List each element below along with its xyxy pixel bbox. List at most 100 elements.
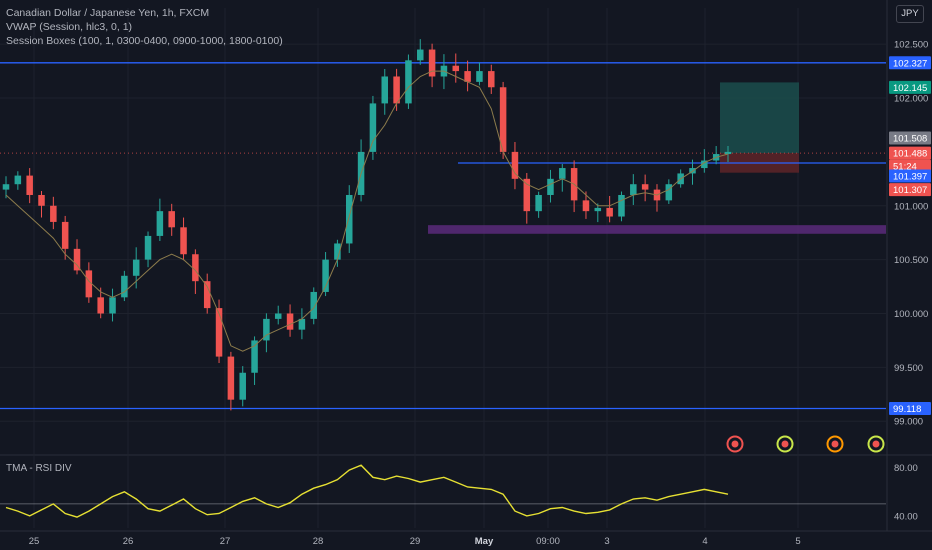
candle-body bbox=[701, 160, 708, 169]
candle-body bbox=[156, 211, 164, 236]
stop-price-label: 101.307 bbox=[893, 185, 927, 196]
current-price-label-bg bbox=[889, 146, 931, 160]
time-axis-label: May bbox=[475, 536, 494, 547]
candle-body bbox=[452, 65, 460, 72]
time-axis-label: 5 bbox=[795, 536, 800, 547]
price-tick-label: 100.000 bbox=[894, 309, 928, 320]
candle-body bbox=[251, 340, 258, 373]
candle-body bbox=[274, 313, 282, 319]
level-mid-label: 101.397 bbox=[893, 171, 927, 182]
candle-body bbox=[547, 178, 554, 195]
candle-body bbox=[535, 194, 542, 212]
candle-body bbox=[121, 275, 128, 298]
candle-body bbox=[132, 259, 140, 276]
target-zone bbox=[720, 82, 799, 154]
rsi-tick-label: 40.00 bbox=[894, 511, 918, 522]
candle-body bbox=[310, 291, 317, 319]
chart-legend: Canadian Dollar / Japanese Yen, 1h, FXCM… bbox=[6, 6, 283, 48]
time-axis-label: 09:00 bbox=[536, 536, 560, 547]
candle-body bbox=[417, 49, 424, 61]
vwap-indicator-label[interactable]: VWAP (Session, hlc3, 0, 1) bbox=[6, 21, 133, 33]
candle-body bbox=[369, 103, 377, 152]
price-tick-label: 101.000 bbox=[894, 201, 928, 212]
currency-button[interactable]: JPY bbox=[896, 5, 924, 23]
level-mid-label-bg bbox=[889, 169, 931, 183]
level-upper-label: 102.327 bbox=[893, 58, 927, 69]
symbol-title: Canadian Dollar / Japanese Yen, 1h, FXCM bbox=[6, 7, 210, 19]
last-price-gray-label-bg bbox=[889, 131, 931, 145]
time-axis-label: 29 bbox=[410, 536, 421, 547]
candle-body bbox=[393, 76, 400, 104]
time-axis-label: 25 bbox=[29, 536, 40, 547]
last-price-gray-label: 101.508 bbox=[893, 134, 927, 145]
candle-body bbox=[227, 356, 235, 400]
candle-body bbox=[405, 60, 412, 104]
candle-body bbox=[630, 184, 637, 195]
candle-body bbox=[239, 372, 246, 400]
current-price-label: 101.488 bbox=[893, 149, 927, 160]
candle-body bbox=[73, 248, 81, 271]
countdown-label-bg bbox=[889, 159, 931, 173]
economic-event-flag-dot bbox=[872, 440, 880, 448]
candle-body bbox=[26, 175, 33, 195]
candle-body bbox=[322, 259, 329, 292]
stop-price-label-bg bbox=[889, 183, 931, 197]
candle-body bbox=[523, 178, 531, 212]
level-upper-label-bg bbox=[889, 56, 931, 70]
candle-body bbox=[606, 207, 613, 217]
candle-body bbox=[109, 297, 116, 314]
rsi-line bbox=[5, 464, 729, 518]
candle-body bbox=[286, 313, 294, 330]
candle-body bbox=[582, 200, 590, 212]
session-boxes-indicator-label[interactable]: Session Boxes (100, 1, 0300-0400, 0900-1… bbox=[6, 35, 283, 47]
candle-body bbox=[85, 270, 93, 298]
vwap-line bbox=[5, 70, 729, 352]
candle-body bbox=[428, 49, 436, 77]
rsi-indicator-label[interactable]: TMA - RSI DIV bbox=[6, 463, 72, 474]
candle-body bbox=[345, 194, 353, 244]
candle-body bbox=[180, 227, 187, 255]
candle-body bbox=[61, 221, 69, 249]
candle-body bbox=[334, 243, 341, 260]
economic-event-flag-dot bbox=[781, 440, 789, 448]
candle-body bbox=[203, 281, 211, 309]
time-axis-label: 4 bbox=[702, 536, 707, 547]
candle-body bbox=[192, 254, 199, 282]
candle-body bbox=[144, 235, 152, 260]
time-axis-label: 27 bbox=[220, 536, 231, 547]
candle-body bbox=[97, 297, 104, 314]
price-tick-label: 99.000 bbox=[894, 417, 923, 428]
candle-body bbox=[50, 205, 57, 222]
level-lower-label: 99.118 bbox=[893, 404, 921, 415]
demand-zone bbox=[428, 225, 886, 234]
price-tick-label: 99.500 bbox=[894, 363, 923, 374]
level-lower-label-bg bbox=[889, 402, 931, 416]
economic-event-flag-dot bbox=[731, 440, 739, 448]
target-price-label: 102.145 bbox=[893, 83, 927, 94]
candle-body bbox=[559, 168, 566, 179]
rsi-tick-label: 80.00 bbox=[894, 463, 918, 474]
countdown-label: 51:24 bbox=[893, 162, 917, 173]
candle-body bbox=[511, 151, 519, 179]
candle-body bbox=[14, 175, 22, 185]
candle-body bbox=[381, 76, 389, 104]
price-tick-label: 102.000 bbox=[894, 94, 928, 105]
candle-body bbox=[641, 184, 649, 190]
price-tick-label: 100.500 bbox=[894, 255, 928, 266]
candle-body bbox=[488, 71, 495, 88]
candle-body bbox=[38, 194, 45, 206]
candle-body bbox=[594, 207, 602, 212]
time-axis-label: 28 bbox=[313, 536, 324, 547]
candle-body bbox=[618, 194, 625, 217]
candle-body bbox=[168, 211, 175, 228]
time-axis-label: 3 bbox=[604, 536, 609, 547]
price-tick-label: 102.500 bbox=[894, 40, 928, 51]
target-price-label-bg bbox=[889, 80, 931, 94]
candle-body bbox=[215, 308, 223, 357]
economic-event-flag-dot bbox=[831, 440, 839, 448]
candle-body bbox=[464, 71, 471, 82]
candle-body bbox=[263, 318, 270, 341]
candle-body bbox=[298, 318, 306, 330]
candle-body bbox=[2, 184, 10, 190]
